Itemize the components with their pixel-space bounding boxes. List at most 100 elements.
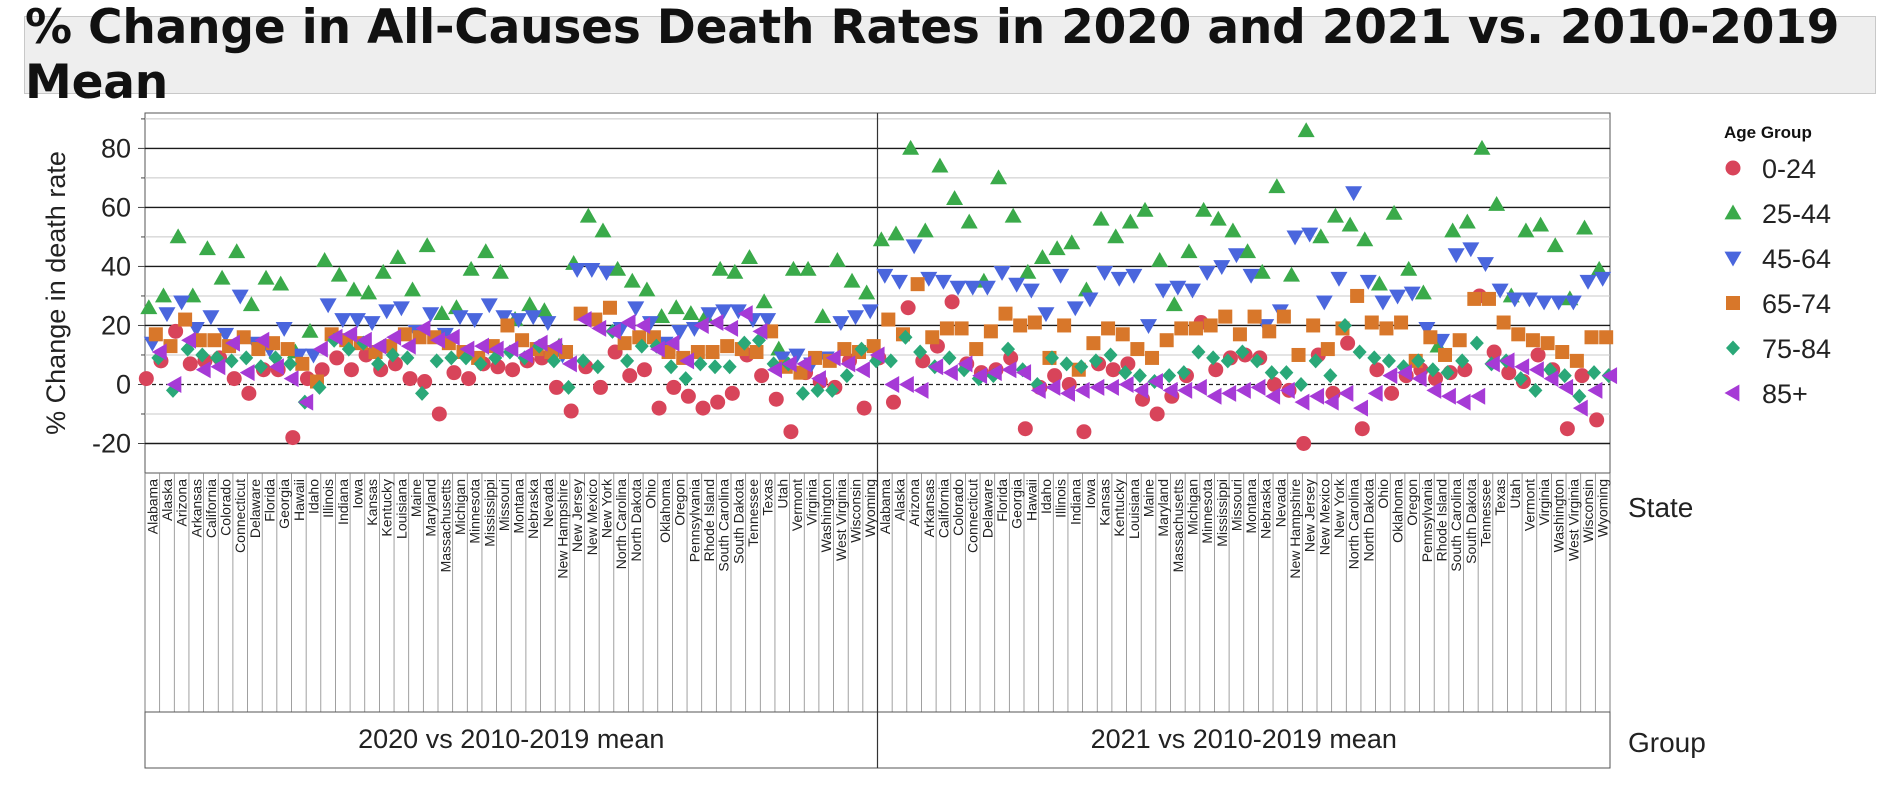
state-label: Nebraska — [525, 479, 541, 539]
data-point — [828, 252, 846, 267]
data-point — [588, 312, 603, 327]
data-point — [444, 328, 460, 346]
data-point — [404, 281, 422, 297]
data-point — [285, 430, 301, 446]
data-point — [793, 365, 808, 380]
data-point — [1008, 277, 1026, 293]
data-point — [1476, 257, 1494, 272]
data-point — [1101, 321, 1116, 336]
legend-marker — [1726, 296, 1740, 310]
state-label: Ohio — [642, 479, 658, 509]
data-point — [856, 400, 872, 416]
data-point — [1239, 243, 1257, 259]
legend-entry-label: 25-44 — [1762, 199, 1831, 229]
data-point — [1162, 368, 1177, 384]
state-label: Florida — [262, 479, 278, 522]
data-point — [964, 280, 982, 296]
data-point — [1118, 365, 1133, 381]
legend-entry-label: 85+ — [1762, 379, 1808, 409]
data-point — [1047, 368, 1063, 384]
data-point — [883, 353, 898, 369]
data-point — [1081, 292, 1099, 308]
data-point — [1208, 362, 1224, 378]
state-label: Tennessee — [1477, 479, 1493, 547]
state-label: Rhode Island — [701, 479, 717, 562]
data-point — [1364, 315, 1379, 330]
data-point — [839, 368, 854, 384]
data-point — [473, 356, 488, 372]
state-label: Hawaii — [1023, 479, 1039, 521]
data-point — [446, 365, 462, 381]
data-point — [949, 280, 967, 296]
data-point — [1033, 249, 1051, 264]
series-65-74 — [148, 277, 1614, 389]
data-point — [1253, 263, 1271, 279]
data-point — [1297, 122, 1315, 138]
data-point — [269, 358, 284, 376]
data-point — [532, 334, 548, 352]
data-point — [1198, 265, 1216, 281]
state-label: South Carolina — [1448, 479, 1464, 572]
data-point — [1088, 353, 1103, 369]
state-label: Utah — [774, 479, 790, 509]
data-point — [855, 361, 870, 379]
data-point — [1558, 378, 1574, 396]
data-point — [348, 313, 366, 329]
data-point — [913, 381, 929, 399]
state-label: Illinois — [320, 479, 336, 518]
data-point — [412, 330, 427, 345]
state-label: Nevada — [1272, 479, 1288, 527]
data-point — [1125, 268, 1143, 284]
data-point — [1602, 367, 1618, 385]
data-point — [1473, 139, 1491, 155]
data-point — [1203, 318, 1218, 333]
data-point — [480, 298, 498, 314]
data-point — [163, 339, 178, 354]
data-point — [298, 393, 314, 411]
data-point — [1535, 295, 1553, 311]
data-point — [341, 341, 356, 357]
data-point — [1418, 322, 1436, 337]
data-point — [1528, 361, 1544, 379]
state-label: South Dakota — [1463, 479, 1479, 564]
data-point — [1044, 350, 1059, 366]
data-point — [1530, 347, 1546, 363]
data-point — [1367, 384, 1383, 402]
state-label: Tennessee — [745, 479, 761, 547]
data-point — [969, 342, 984, 357]
data-point — [371, 337, 387, 355]
state-label: Arkansas — [188, 479, 204, 537]
data-point — [1488, 195, 1506, 211]
data-point — [1159, 333, 1174, 348]
state-label: Massachusetts — [437, 479, 453, 572]
data-point — [1345, 186, 1363, 202]
data-point — [720, 339, 735, 354]
data-point — [138, 371, 154, 387]
data-point — [1206, 350, 1221, 366]
data-point — [295, 356, 310, 371]
data-point — [576, 353, 591, 369]
data-point — [1385, 204, 1403, 220]
data-point — [667, 299, 685, 315]
data-point — [210, 358, 226, 376]
data-point — [1340, 335, 1356, 351]
data-point — [459, 340, 475, 358]
data-point — [1520, 292, 1538, 308]
data-point — [1309, 387, 1325, 405]
data-point — [266, 336, 281, 351]
data-point — [661, 345, 676, 360]
data-point — [488, 340, 504, 358]
state-label: Alaska — [891, 479, 907, 521]
data-point — [840, 355, 856, 373]
data-point — [1294, 393, 1310, 411]
y-tick-label: 60 — [101, 192, 131, 222]
data-point — [1235, 381, 1251, 399]
y-tick-label: 40 — [101, 251, 131, 281]
data-point — [535, 302, 553, 318]
data-point — [622, 368, 638, 384]
data-point — [1579, 274, 1597, 290]
data-point — [1594, 271, 1612, 287]
data-point — [1221, 384, 1237, 402]
data-point — [1133, 381, 1149, 399]
data-point — [168, 323, 184, 339]
